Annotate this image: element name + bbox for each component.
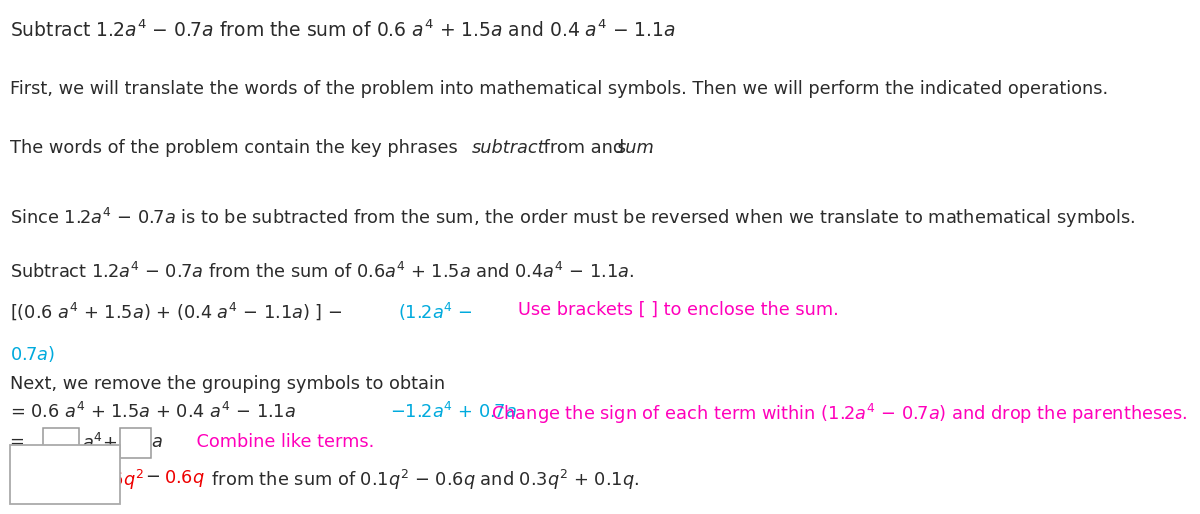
Text: Change the sign of each term within (1.2$a^4$ $-$ 0.7$a$) and drop the parenthes: Change the sign of each term within (1.2… — [480, 402, 1188, 426]
Text: = 0.6 $a^4$ + 1.5$a$ + 0.4 $a^4$ $-$ 1.1$a$: = 0.6 $a^4$ + 1.5$a$ + 0.4 $a^4$ $-$ 1.1… — [10, 402, 295, 422]
Text: from and: from and — [538, 139, 630, 157]
Text: [(0.6 $a^4$ + 1.5$a$) + (0.4 $a^4$ $-$ 1.1$a$) ] $-$: [(0.6 $a^4$ + 1.5$a$) + (0.4 $a^4$ $-$ 1… — [10, 301, 342, 322]
Text: sum: sum — [617, 139, 654, 157]
Text: from the sum of 0.1$q^2$ $-$ 0.6$q$ and 0.3$q^2$ + 0.1$q$.: from the sum of 0.1$q^2$ $-$ 0.6$q$ and … — [206, 468, 640, 492]
Text: .: . — [647, 139, 653, 157]
Text: $a^4$+: $a^4$+ — [82, 433, 116, 453]
Text: =: = — [10, 433, 30, 451]
Text: $-$0.6$q^2$: $-$0.6$q^2$ — [80, 468, 144, 492]
Text: Subtract 1.2$a^4$ $-$ 0.7$a$ from the sum of 0.6$a^4$ + 1.5$a$ and 0.4$a^4$ $-$ : Subtract 1.2$a^4$ $-$ 0.7$a$ from the su… — [10, 262, 634, 282]
Text: The words of the problem contain the key phrases: The words of the problem contain the key… — [10, 139, 463, 157]
Text: $-$: $-$ — [140, 468, 163, 486]
Text: $a$: $a$ — [151, 433, 163, 451]
Text: (1.2$a^4$ $-$: (1.2$a^4$ $-$ — [398, 301, 473, 323]
Text: $-$1.2$a^4$ + 0.7$a$: $-$1.2$a^4$ + 0.7$a$ — [390, 402, 517, 422]
Text: subtract: subtract — [473, 139, 546, 157]
Text: Since 1.2$a^4$ $-$ 0.7$a$ is to be subtracted from the sum, the order must be re: Since 1.2$a^4$ $-$ 0.7$a$ is to be subtr… — [10, 206, 1135, 230]
Text: Subtract 1.2$a^4$ $-$ 0.7$a$ from the sum of 0.6 $a^4$ + 1.5$a$ and 0.4 $a^4$ $-: Subtract 1.2$a^4$ $-$ 0.7$a$ from the su… — [10, 20, 676, 41]
Text: Use brackets [ ] to enclose the sum.: Use brackets [ ] to enclose the sum. — [518, 301, 839, 319]
Text: First, we will translate the words of the problem into mathematical symbols. The: First, we will translate the words of th… — [10, 80, 1108, 98]
Text: Subtract: Subtract — [10, 468, 91, 486]
Text: 0.6$q$: 0.6$q$ — [164, 468, 205, 489]
Text: 0.7$a$): 0.7$a$) — [10, 344, 55, 364]
Text: Combine like terms.: Combine like terms. — [174, 433, 374, 451]
Text: Next, we remove the grouping symbols to obtain: Next, we remove the grouping symbols to … — [10, 375, 445, 393]
